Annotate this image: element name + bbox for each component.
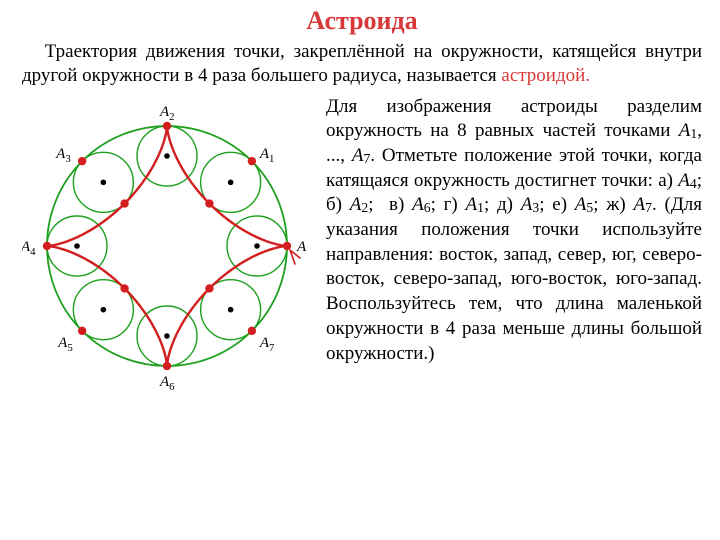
para-frag: ; г) (431, 194, 466, 215)
intro-accent: астроидой. (501, 65, 590, 86)
para-frag: . (Для указания положения точки использу… (326, 194, 702, 363)
sub: 4 (690, 176, 697, 191)
svg-text:A2: A2 (159, 104, 175, 123)
var: A (678, 170, 690, 191)
sub: 7 (645, 200, 652, 215)
svg-text:A1: A1 (259, 146, 275, 165)
para-frag: ; е) (539, 194, 575, 215)
para-frag: ; в) (368, 194, 412, 215)
slide: Астроида Траектория движения точки, закр… (0, 0, 720, 540)
svg-text:A3: A3 (55, 146, 71, 165)
main-paragraph: Для изображения астроиды разделим окружн… (326, 95, 702, 367)
var: A (634, 194, 646, 215)
var-a1: A (679, 120, 691, 141)
svg-text:A7: A7 (259, 334, 275, 353)
sub: 1 (477, 200, 484, 215)
para-frag: Для изображения астроиды разделим окружн… (326, 96, 702, 142)
sub: 6 (424, 200, 431, 215)
para-frag: . Отметьте положение этой точки, когда к… (326, 145, 702, 191)
astroid-figure: A A1 A2 A3 A4 A5 A6 A7 (22, 101, 312, 391)
para-frag: ; д) (484, 194, 521, 215)
figure-column: A A1 A2 A3 A4 A5 A6 A7 (22, 95, 312, 396)
var: A (466, 194, 478, 215)
svg-text:A4: A4 (22, 239, 36, 258)
page-title: Астроида (22, 6, 702, 36)
intro-paragraph: Траектория движения точки, закреплённой … (22, 40, 702, 89)
svg-text:A: A (296, 239, 307, 255)
title-text: Астроида (306, 6, 417, 35)
intro-prefix: Траектория движения точки, закреплённой … (22, 41, 702, 86)
var: A (350, 194, 362, 215)
text-column: Для изображения астроиды разделим окружн… (326, 95, 702, 396)
var: A (412, 194, 424, 215)
para-frag: ; ж) (593, 194, 633, 215)
var: A (521, 194, 533, 215)
body-row: AA1A2A3A4A5A6A7 Для изображения астроиды… (22, 95, 702, 396)
svg-text:A6: A6 (159, 374, 175, 391)
var: A (575, 194, 587, 215)
svg-text:A5: A5 (57, 334, 73, 353)
var-a7: A (352, 145, 364, 166)
